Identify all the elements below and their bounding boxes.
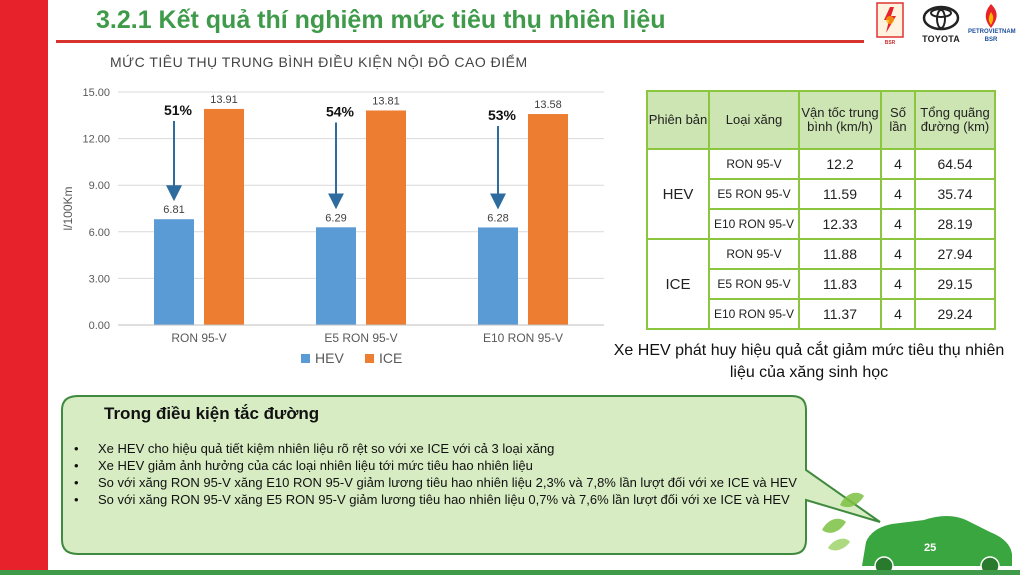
petrovietnam-logo: PETROVIETNAM BSR <box>968 2 1016 48</box>
summary-caption: Xe HEV phát huy hiệu quả cắt giảm mức ti… <box>613 342 1005 381</box>
runs-cell: 4 <box>880 148 916 180</box>
chart-title: MỨC TIÊU THỤ TRUNG BÌNH ĐIỀU KIỆN NỘI ĐÔ… <box>110 54 528 70</box>
runs-cell: 4 <box>880 238 916 270</box>
fuel-cell: E5 RON 95-V <box>708 268 800 300</box>
list-item: So với xăng RON 95-V xăng E5 RON 95-V gi… <box>74 491 814 508</box>
table-row: E10 RON 95-V 12.33 4 28.19 <box>647 208 996 240</box>
fuel-cell: E10 RON 95-V <box>708 298 800 330</box>
data-label: 13.58 <box>534 99 562 111</box>
x-tick-label: RON 95-V <box>171 331 226 345</box>
distance-cell: 64.54 <box>914 148 996 180</box>
header-speed: Vận tốc trung bình (km/h) <box>798 90 882 150</box>
bsr-logo: BSR <box>876 2 904 46</box>
toyota-logo-label: TOYOTA <box>922 34 960 44</box>
fuel-consumption-chart: 0.00 3.00 6.00 9.00 12.00 15.00 l/100Km RON 95-… <box>61 87 604 366</box>
speed-cell: 11.88 <box>798 238 882 270</box>
y-tick-label: 3.00 <box>89 273 110 285</box>
page-number: 25 <box>924 542 937 554</box>
table-row: HEV RON 95-V 12.2 4 64.54 <box>646 148 996 240</box>
legend-label: ICE <box>379 350 402 366</box>
test-conditions-table-wrap: Phiên bản Loại xăng Vận tốc trung bình (… <box>646 90 996 330</box>
runs-cell: 4 <box>880 178 916 210</box>
header-variant: Phiên bản <box>646 90 710 150</box>
ice-bar <box>366 110 406 325</box>
data-label: 6.28 <box>487 212 508 224</box>
petrovietnam-label: PETROVIETNAM <box>968 29 1016 35</box>
ice-bar <box>528 114 568 325</box>
header-fuel: Loại xăng <box>708 90 800 150</box>
runs-cell: 4 <box>880 208 916 240</box>
slide-title: 3.2.1 Kết quả thí nghiệm mức tiêu thụ nh… <box>96 6 666 34</box>
data-label: 6.81 <box>163 204 184 216</box>
callout-heading: Trong điều kiện tắc đường <box>104 404 320 423</box>
list-item: So với xăng RON 95-V xăng E10 RON 95-V g… <box>74 474 814 491</box>
callout-bullet-list: Xe HEV cho hiệu quả tiết kiệm nhiên liệu… <box>64 440 814 508</box>
table-row: E10 RON 95-V 11.37 4 29.24 <box>647 298 996 330</box>
y-tick-label: 15.00 <box>82 87 110 99</box>
leaf-icon <box>822 492 864 551</box>
speed-cell: 11.59 <box>798 178 882 210</box>
left-accent-bar <box>0 0 48 575</box>
y-tick-label: 6.00 <box>89 227 110 239</box>
data-label: 13.81 <box>372 95 400 107</box>
y-tick-label: 0.00 <box>89 320 110 332</box>
petrovietnam-sub-label: BSR <box>984 37 998 43</box>
reduction-annotation: 51% <box>164 102 193 118</box>
legend-swatch <box>301 354 310 363</box>
reduction-annotation: 53% <box>488 107 517 123</box>
toyota-logo: TOYOTA <box>916 4 966 46</box>
runs-cell: 4 <box>880 268 916 300</box>
fuel-cell: RON 95-V <box>708 238 800 270</box>
list-item: Xe HEV giảm ảnh hưởng của các loại nhiên… <box>74 457 814 474</box>
fuel-cell: E5 RON 95-V <box>708 178 800 210</box>
table-row: E5 RON 95-V 11.83 4 29.15 <box>647 268 996 300</box>
list-item: Xe HEV cho hiệu quả tiết kiệm nhiên liệu… <box>74 440 814 457</box>
table-row: E5 RON 95-V 11.59 4 35.74 <box>647 178 996 210</box>
fuel-cell: E10 RON 95-V <box>708 208 800 240</box>
variant-cell-ice: ICE <box>646 238 710 330</box>
legend-label: HEV <box>315 350 344 366</box>
x-tick-label: E10 RON 95-V <box>483 331 563 345</box>
speed-cell: 11.37 <box>798 298 882 330</box>
reduction-annotation: 54% <box>326 103 355 119</box>
y-tick-label: 9.00 <box>89 180 110 192</box>
variant-cell-hev: HEV <box>646 148 710 240</box>
legend-swatch <box>365 354 374 363</box>
test-conditions-table: Phiên bản Loại xăng Vận tốc trung bình (… <box>646 90 996 330</box>
speed-cell: 12.2 <box>798 148 882 180</box>
distance-cell: 35.74 <box>914 178 996 210</box>
speed-cell: 12.33 <box>798 208 882 240</box>
hev-bar <box>478 227 518 325</box>
y-axis-label: l/100Km <box>61 186 75 230</box>
speed-cell: 11.83 <box>798 268 882 300</box>
car-icon <box>862 516 1012 566</box>
title-underline <box>56 40 864 43</box>
y-tick-label: 12.00 <box>82 134 110 146</box>
logo-group: BSR TOYOTA PETROVIETNAM BSR <box>876 2 1016 48</box>
distance-cell: 29.15 <box>914 268 996 300</box>
bottom-accent-rule <box>0 570 1020 575</box>
table-row: ICE RON 95-V 11.88 4 27.94 <box>646 238 996 330</box>
header-distance: Tổng quãng đường (km) <box>914 90 996 150</box>
table-header-row: Phiên bản Loại xăng Vận tốc trung bình (… <box>646 90 996 150</box>
x-tick-label: E5 RON 95-V <box>324 331 397 345</box>
data-label: 13.91 <box>210 94 238 106</box>
ice-bar <box>204 108 244 325</box>
bsr-logo-label: BSR <box>884 40 896 46</box>
distance-cell: 27.94 <box>914 238 996 270</box>
hev-bar <box>154 219 194 325</box>
fuel-cell: RON 95-V <box>708 148 800 180</box>
header-runs: Số lần <box>880 90 916 150</box>
runs-cell: 4 <box>880 298 916 330</box>
data-label: 6.29 <box>325 212 346 224</box>
distance-cell: 28.19 <box>914 208 996 240</box>
distance-cell: 29.24 <box>914 298 996 330</box>
hev-bar <box>316 227 356 325</box>
